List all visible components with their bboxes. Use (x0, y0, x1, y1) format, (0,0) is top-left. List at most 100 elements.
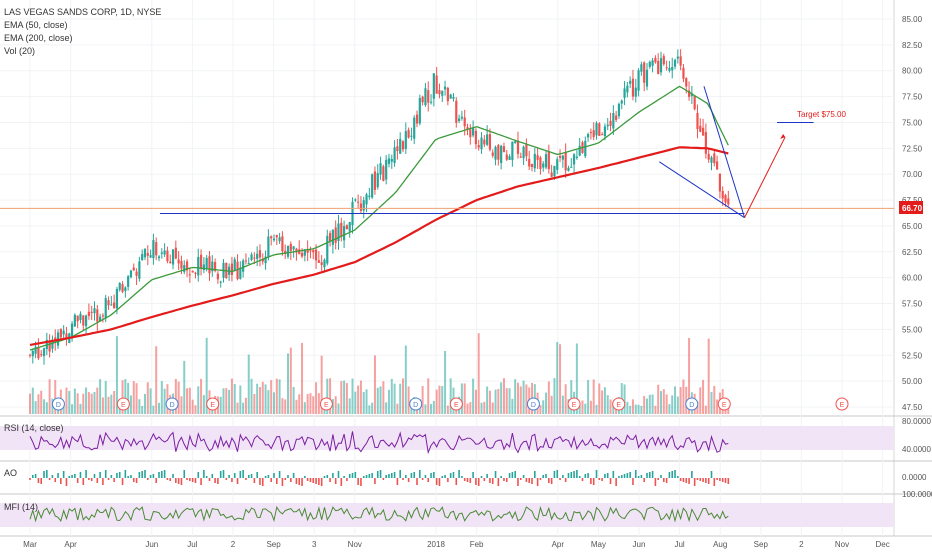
ao-bar (275, 478, 278, 484)
candle-body (455, 100, 458, 123)
volume-bar (312, 396, 315, 414)
ao-bar (685, 478, 688, 483)
volume-bar (289, 347, 292, 414)
candle-body (191, 270, 194, 273)
candle-body (197, 256, 200, 276)
ao-bar (390, 473, 393, 478)
volume-bar (466, 403, 469, 414)
ao-bar (688, 478, 690, 484)
price-axis: 85.00 82.50 80.00 77.50 75.00 72.50 70.00 67.50… (902, 15, 923, 412)
time-tick-label: Jun (633, 540, 646, 549)
candle-body (99, 316, 102, 322)
ao-bar (609, 478, 612, 484)
volume-bar (460, 383, 463, 414)
volume-bar (500, 382, 503, 414)
ao-bar (127, 476, 129, 478)
volume-bar (587, 380, 590, 414)
volume-bar (71, 404, 74, 414)
volume-bar (581, 400, 584, 414)
volume-bar (387, 389, 390, 414)
candle-body (84, 315, 88, 327)
volume-bar (40, 390, 43, 414)
time-tick-label: Nov (348, 540, 362, 549)
volume-bar (166, 384, 169, 414)
ao-bar (93, 474, 96, 478)
volume-bar (674, 386, 677, 414)
volume-bar (284, 399, 287, 414)
volume-bar (152, 405, 155, 414)
volume-bar (480, 402, 483, 414)
ao-bar (455, 478, 458, 485)
ao-bar (548, 478, 550, 483)
ao-bar (76, 478, 79, 483)
ao-bar (118, 472, 121, 478)
candle-body (357, 201, 360, 203)
volume-bar (716, 399, 719, 414)
event-marker-label: E (454, 402, 459, 409)
candle-body (216, 273, 220, 280)
ao-bar (407, 478, 410, 482)
ao-bar (166, 478, 169, 480)
ao-bar (107, 478, 110, 480)
volume-bar (258, 387, 261, 414)
candle-body (721, 191, 724, 199)
candle-body (348, 221, 351, 232)
time-tick-label: Jul (674, 540, 684, 549)
candle-body (500, 145, 503, 163)
candle-body (239, 267, 242, 279)
volume-bar (48, 379, 51, 414)
ao-bar (503, 478, 505, 481)
volume-bar (301, 342, 304, 414)
volume-bar (278, 379, 281, 414)
candle-body (494, 146, 497, 160)
candle-body (247, 262, 250, 264)
ao-bar (261, 478, 264, 486)
candle-body (629, 80, 632, 84)
ao-bar (250, 474, 253, 478)
mfi-label: MFI (14) (4, 502, 38, 512)
ao-bar (648, 472, 651, 478)
candle-body (424, 88, 427, 106)
ao-bar (332, 473, 334, 478)
ema50-line (29, 85, 729, 351)
volume-bar (665, 394, 668, 414)
ao-label: AO (4, 468, 17, 478)
volume-bar (331, 399, 334, 414)
time-tick-label: Sep (754, 540, 769, 549)
candle-body (185, 261, 189, 271)
event-marker (165, 397, 179, 411)
ao-bar (663, 478, 665, 482)
volume-bar (191, 399, 194, 414)
legend-ema200: EMA (200, close) (4, 33, 73, 43)
price-tick-label: 67.50 (902, 196, 923, 205)
candle-body (463, 117, 466, 127)
candle-body (544, 154, 548, 168)
candle-body (306, 249, 309, 253)
volume-bar (550, 395, 553, 414)
ao-bar (146, 478, 149, 480)
volume-bar (37, 394, 40, 414)
candle-body (671, 66, 674, 71)
candle-body (340, 222, 343, 237)
candle-body (410, 135, 413, 137)
volume-bar (160, 381, 163, 414)
legend-vol: Vol (20) (4, 46, 35, 56)
wedge-upper-line (703, 86, 746, 218)
ao-bar (463, 478, 466, 481)
candle-body (34, 346, 37, 354)
ao-bar (208, 478, 211, 481)
volume-bar (275, 378, 278, 414)
candle-body (643, 62, 646, 83)
candle-body (396, 146, 399, 152)
volume-bar (62, 402, 65, 414)
ao-bar (281, 478, 284, 486)
volume-bar (474, 389, 477, 414)
ao-bar (528, 478, 531, 483)
event-marker (717, 397, 731, 411)
volume-bar (699, 387, 702, 414)
target-arrowhead (780, 133, 786, 139)
candle-body (272, 238, 276, 241)
candle-body (586, 134, 590, 138)
